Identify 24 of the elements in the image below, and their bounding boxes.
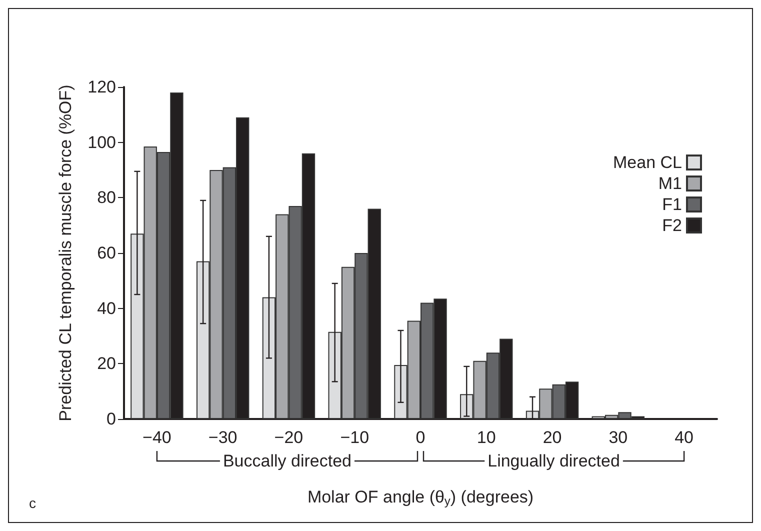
- x-tick-label: 10: [476, 428, 496, 447]
- x-tick-label: 40: [674, 428, 694, 447]
- legend-label: M1: [658, 174, 682, 193]
- y-tick-label: 0: [106, 410, 116, 428]
- x-tick-label: −10: [340, 428, 370, 447]
- legend-label: Mean CL: [613, 153, 682, 172]
- x-tick-label: 30: [608, 428, 628, 447]
- y-tick-label: 60: [97, 244, 116, 262]
- y-tick-label: 80: [97, 188, 116, 208]
- x-tick-label: 20: [542, 428, 562, 447]
- text: c: [29, 495, 36, 511]
- x-tick-label: 0: [416, 428, 426, 447]
- legend-label: F1: [662, 195, 682, 214]
- text: Buccally directed: [222, 452, 352, 470]
- y-tick-label: 40: [97, 298, 116, 318]
- y-tick-label: 100: [88, 132, 116, 152]
- x-tick-label: −30: [208, 428, 238, 447]
- x-tick-label: −40: [142, 428, 172, 447]
- x-tick-label: −20: [274, 428, 304, 447]
- y-axis-title: Predicted CL temporalis muscle force (%OF): [56, 84, 75, 422]
- text: Lingually directed: [488, 452, 620, 470]
- y-tick-label: 120: [88, 78, 116, 96]
- y-tick-label: 20: [97, 354, 116, 374]
- legend-label: F2: [662, 216, 682, 235]
